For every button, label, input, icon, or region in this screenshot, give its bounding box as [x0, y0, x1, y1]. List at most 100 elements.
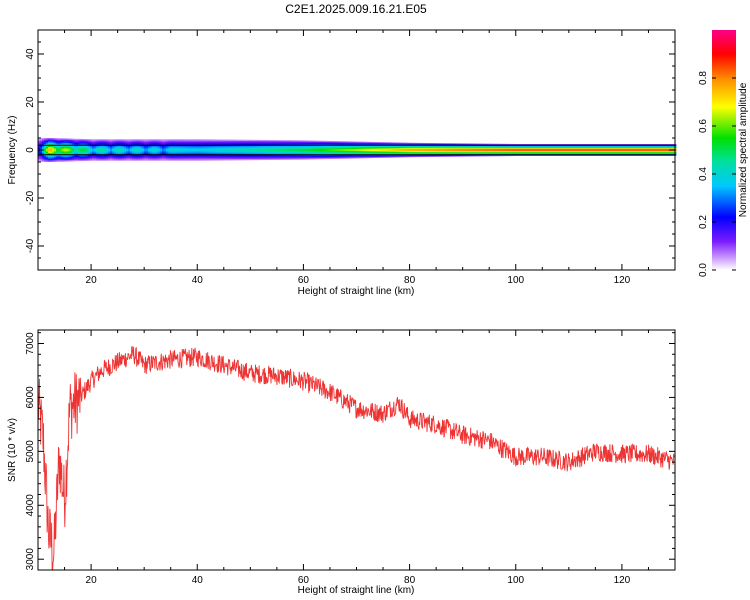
spectrogram-cell [104, 148, 107, 152]
spectrogram-cell [504, 149, 507, 151]
spectrogram-cell [60, 148, 63, 152]
x-tick-label: 60 [298, 575, 310, 586]
spectrogram-cell [446, 149, 449, 151]
spectrogram-cell [246, 148, 249, 152]
spectrogram-cell [308, 148, 311, 152]
spectrogram-cell [514, 149, 517, 151]
spectrogram-cell [512, 149, 515, 151]
spectrogram-cell [296, 148, 299, 152]
spectrogram-cell [280, 148, 283, 152]
spectrogram-cell [574, 149, 577, 151]
x-tick-label: 40 [192, 275, 204, 286]
spectrogram-cell [552, 149, 555, 151]
spectrogram-cell [262, 148, 265, 152]
spectrogram-cell [112, 148, 115, 152]
colorbar-label: Normalized spectral amplitude [738, 82, 749, 217]
spectrogram-cell [336, 148, 339, 152]
spectrogram-cell [536, 149, 539, 151]
spectrogram-cell [342, 148, 345, 152]
spectrogram-cell [558, 149, 561, 151]
spectrogram-cell [434, 149, 437, 151]
spectrogram-cell [214, 148, 217, 152]
spectrogram-cell [476, 149, 479, 151]
spectrogram-cell [70, 148, 73, 152]
spectrogram-cell [438, 149, 441, 151]
spectrogram-cell [518, 149, 521, 151]
spectrogram-cell [442, 149, 445, 151]
spectrogram-cell [580, 149, 583, 151]
y-tick-label: 7000 [25, 332, 36, 355]
spectrogram-cell [78, 148, 81, 152]
spectrogram-cell [524, 149, 527, 151]
spectrogram-cell [162, 148, 165, 152]
spectrogram-cell [212, 148, 215, 152]
spectrogram-cell [594, 149, 597, 151]
spectrogram-cell [468, 149, 471, 151]
spectrogram-cell [408, 149, 411, 151]
spectrogram-cell [142, 148, 145, 152]
spectrogram-cell [236, 148, 239, 152]
spectrogram-cell [118, 148, 121, 152]
spectrogram-cell [530, 149, 533, 151]
spectrogram-cell [198, 148, 201, 152]
spectrogram-cell [522, 149, 525, 151]
spectrogram-cell [654, 149, 657, 151]
spectrogram-cell [568, 149, 571, 151]
spectrogram-cell [662, 149, 665, 151]
spectrogram-cell [288, 148, 291, 152]
spectrogram-cell [430, 149, 433, 151]
spectrogram-cell [542, 149, 545, 151]
spectrogram-cell [216, 148, 219, 152]
spectrogram-cell [274, 148, 277, 152]
spectrogram-cell [86, 148, 89, 152]
y-tick-label: 0 [25, 147, 36, 153]
spectrogram-cell [644, 149, 647, 151]
spectrogram-cell [356, 148, 359, 152]
spectrogram-cell [268, 148, 271, 152]
spectrogram-cell [400, 149, 403, 151]
spectrogram-cell [516, 149, 519, 151]
spectrogram-cell [278, 148, 281, 152]
spectrogram-cell [154, 148, 157, 152]
spectrogram-cell [206, 148, 209, 152]
spectrogram-cell [632, 149, 635, 151]
spectrogram-cell [208, 148, 211, 152]
spectrogram-cell [172, 148, 175, 152]
spectrogram-cell [232, 148, 235, 152]
spectrogram-cell [464, 149, 467, 151]
spectrogram-cell [652, 149, 655, 151]
spectrogram-cell [194, 148, 197, 152]
spectrogram-cell [238, 148, 241, 152]
spectrogram-cell [166, 148, 169, 152]
spectrogram-cell [302, 148, 305, 152]
spectrogram-cell [454, 149, 457, 151]
spectrogram-cell [94, 148, 97, 152]
spectrogram-cell [572, 149, 575, 151]
spectrogram-cell [150, 148, 153, 152]
spectrogram-cell [656, 149, 659, 151]
spectrogram-cell [130, 148, 133, 152]
spectrogram-cell [148, 148, 151, 152]
spectrogram-cell [384, 149, 387, 151]
spectrogram-cell [108, 148, 111, 152]
colorbar-gradient [712, 30, 736, 270]
x-tick-label: 20 [86, 275, 98, 286]
spectrogram-cell [648, 149, 651, 151]
spectrogram-cell [578, 149, 581, 151]
spectrogram-cell [248, 148, 251, 152]
spectrogram-cell [62, 148, 65, 152]
spectrogram-cell [234, 148, 237, 152]
spectrogram-cell [184, 148, 187, 152]
spectrogram-cell [224, 148, 227, 152]
spectrogram-cell [372, 148, 375, 152]
spectrogram-cell [174, 148, 177, 152]
x-tick-label: 80 [404, 275, 416, 286]
spectrogram-cell [664, 149, 667, 151]
spectrogram-cell [596, 149, 599, 151]
spectrogram-cell [252, 148, 255, 152]
spectrogram-cell [272, 148, 275, 152]
y-tick-label: -20 [25, 190, 36, 205]
spectrogram-cell [538, 149, 541, 151]
spectrogram-cell [176, 148, 179, 152]
